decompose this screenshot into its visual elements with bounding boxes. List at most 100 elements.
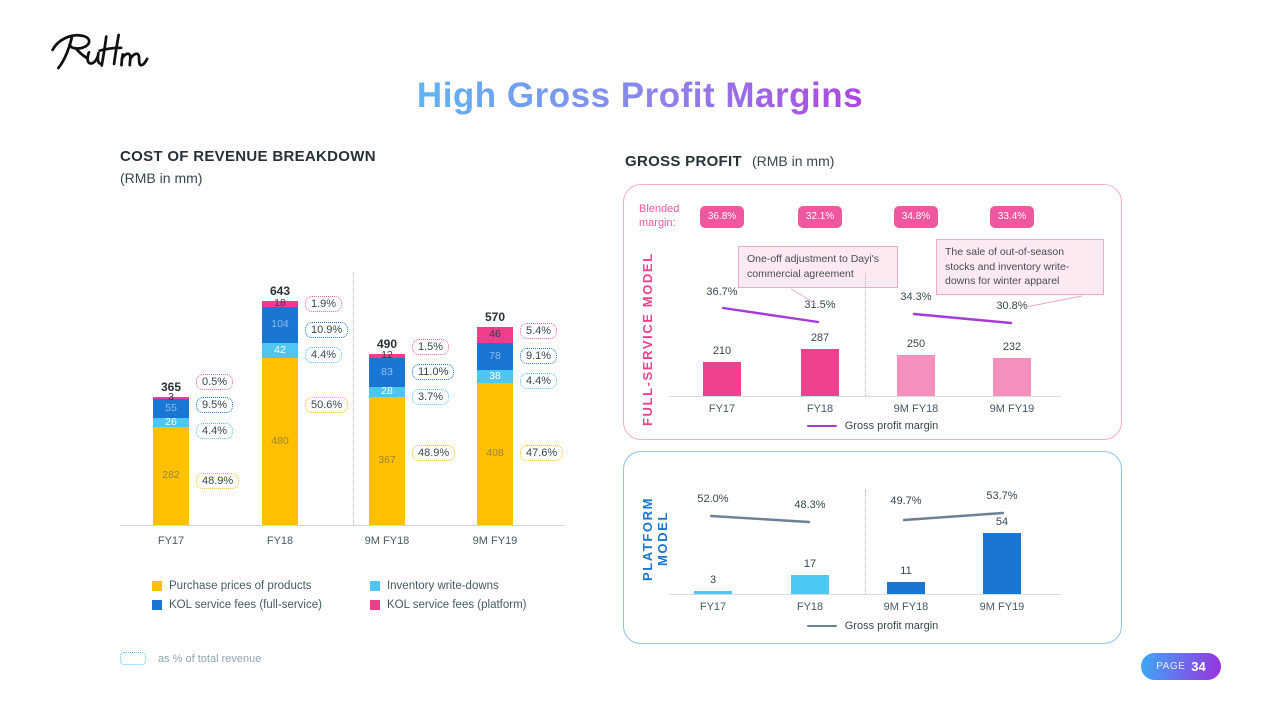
pct-of-revenue-box: 1.9% bbox=[305, 296, 343, 312]
legend-label: KOL service fees (platform) bbox=[386, 598, 527, 611]
blended-margin-badge: 32.1% bbox=[798, 206, 842, 228]
bar-segment-value: 18 bbox=[274, 297, 286, 309]
legend-item: Purchase prices of products bbox=[152, 580, 322, 592]
x-axis-label: 9M FY18 bbox=[364, 535, 410, 547]
bar-value: 287 bbox=[810, 332, 830, 344]
margin-value: 36.7% bbox=[706, 286, 738, 298]
margin-line-swatch bbox=[806, 424, 837, 428]
pct-of-revenue-box: 4.4% bbox=[305, 347, 343, 363]
bar-segment-value: 408 bbox=[486, 447, 504, 459]
legend-label: KOL service fees (full-service) bbox=[169, 598, 322, 611]
bar bbox=[993, 358, 1031, 396]
pct-of-revenue-box: 50.6% bbox=[305, 397, 349, 413]
bar-segment-value: 480 bbox=[271, 434, 289, 447]
bar-segment-value: 104 bbox=[271, 318, 289, 330]
ruhnn-logo bbox=[51, 33, 149, 70]
bar-value: 3 bbox=[709, 574, 717, 586]
x-axis-label: FY18 bbox=[796, 601, 824, 613]
bar-total-value: 365 bbox=[160, 380, 182, 394]
period-separator bbox=[865, 273, 866, 396]
margin-value: 48.3% bbox=[794, 499, 826, 511]
period-separator bbox=[865, 490, 866, 594]
legend-item: Inventory write-downs bbox=[369, 579, 527, 592]
logo-stroke bbox=[120, 52, 132, 67]
pct-of-revenue-box: 11.0% bbox=[412, 364, 455, 380]
bar-total-value: 570 bbox=[484, 310, 506, 324]
bar-value: 17 bbox=[803, 558, 817, 570]
bar-segment bbox=[262, 358, 298, 525]
platform-model-label: PLATFORM MODEL bbox=[640, 496, 670, 582]
pct-of-revenue-box: 4.4% bbox=[520, 373, 558, 389]
bar-segment bbox=[262, 307, 298, 343]
x-axis-label: FY17 bbox=[157, 535, 185, 547]
fs-margin-legend: Gross profit margin bbox=[624, 420, 1121, 432]
pct-of-revenue-box: 4.4% bbox=[196, 423, 234, 439]
bar-total-value: 643 bbox=[269, 284, 291, 298]
blended-margin-badge: 34.8% bbox=[894, 206, 938, 228]
bar-segment bbox=[369, 397, 405, 525]
legend-swatch bbox=[152, 599, 162, 610]
bar-segment bbox=[369, 354, 405, 358]
gross-profit-subtitle: (RMB in mm) bbox=[751, 153, 835, 169]
x-axis bbox=[120, 525, 565, 526]
bar-segment bbox=[153, 397, 189, 399]
period-separator bbox=[353, 272, 354, 525]
full-service-panel: Blended margin: FULL-SERVICE MODEL One-o… bbox=[623, 184, 1122, 440]
x-axis-label: 9M FY19 bbox=[979, 601, 1025, 613]
x-axis-label: 9M FY18 bbox=[893, 403, 939, 415]
pct-of-revenue-box: 5.4% bbox=[520, 323, 558, 339]
blended-margin-badge: 36.8% bbox=[700, 206, 744, 228]
platform-panel: PLATFORM MODEL Gross profit margin 3 FY17… bbox=[623, 451, 1122, 644]
bar-segment bbox=[369, 358, 405, 387]
bar bbox=[801, 349, 839, 396]
x-axis-label: FY18 bbox=[266, 535, 294, 547]
cost-of-revenue-title: COST OF REVENUE BREAKDOWN bbox=[120, 148, 376, 165]
x-axis-label: 9M FY19 bbox=[472, 535, 518, 547]
logo-stroke bbox=[86, 50, 102, 65]
pf-margin-legend: Gross profit margin bbox=[624, 620, 1121, 632]
bar-segment-value: 42 bbox=[274, 343, 286, 356]
pct-of-revenue-box: 48.9% bbox=[196, 473, 240, 489]
full-service-model-label: FULL-SERVICE MODEL bbox=[640, 252, 655, 426]
bar-segment bbox=[477, 327, 513, 343]
logo-stroke bbox=[74, 46, 88, 60]
bar-segment-value: 3 bbox=[168, 391, 174, 403]
margin-value: 53.7% bbox=[986, 490, 1018, 502]
page-number: 34 bbox=[1191, 659, 1206, 674]
cost-of-revenue-chart: 282 26 55 3 365 FY17 0.5% 9.5% 4.4% 48.9% 480 42 104… bbox=[120, 270, 565, 547]
legend-swatch bbox=[152, 580, 162, 591]
logo-stroke bbox=[57, 35, 74, 70]
bar-segment-value: 83 bbox=[381, 365, 393, 378]
bar-segment bbox=[153, 427, 189, 525]
bar bbox=[983, 533, 1021, 594]
margin-value: 49.7% bbox=[890, 495, 922, 507]
bar-segment bbox=[153, 399, 189, 418]
dotted-box-icon bbox=[120, 652, 146, 665]
x-axis bbox=[669, 396, 1061, 397]
page-badge: PAGE 34 bbox=[1141, 653, 1221, 680]
page-label: PAGE bbox=[1156, 661, 1186, 672]
legend-label: Inventory write-downs bbox=[386, 579, 499, 592]
x-axis bbox=[669, 594, 1061, 595]
margin-line-swatch bbox=[806, 624, 837, 628]
pct-of-revenue-box: 0.5% bbox=[196, 374, 234, 390]
bar-total-value: 490 bbox=[376, 337, 398, 351]
bar-segment-value: 55 bbox=[165, 401, 177, 414]
bar-value: 250 bbox=[906, 338, 926, 350]
bar-value: 210 bbox=[712, 345, 732, 357]
bar-segment-value: 38 bbox=[489, 369, 501, 382]
bar-segment bbox=[262, 343, 298, 358]
bar-value: 11 bbox=[900, 565, 912, 577]
x-axis-label: 9M FY19 bbox=[989, 403, 1035, 415]
bar-segment bbox=[477, 343, 513, 370]
logo-stroke bbox=[112, 33, 120, 66]
legend-item: KOL service fees (platform) bbox=[369, 598, 527, 611]
bar-segment-value: 282 bbox=[162, 469, 180, 481]
bar-segment-value: 46 bbox=[489, 328, 501, 340]
bar-segment-value: 12 bbox=[381, 349, 393, 361]
bar-value: 232 bbox=[1002, 341, 1022, 353]
bar bbox=[703, 362, 741, 396]
bar bbox=[897, 355, 935, 396]
logo-stroke bbox=[129, 52, 149, 67]
